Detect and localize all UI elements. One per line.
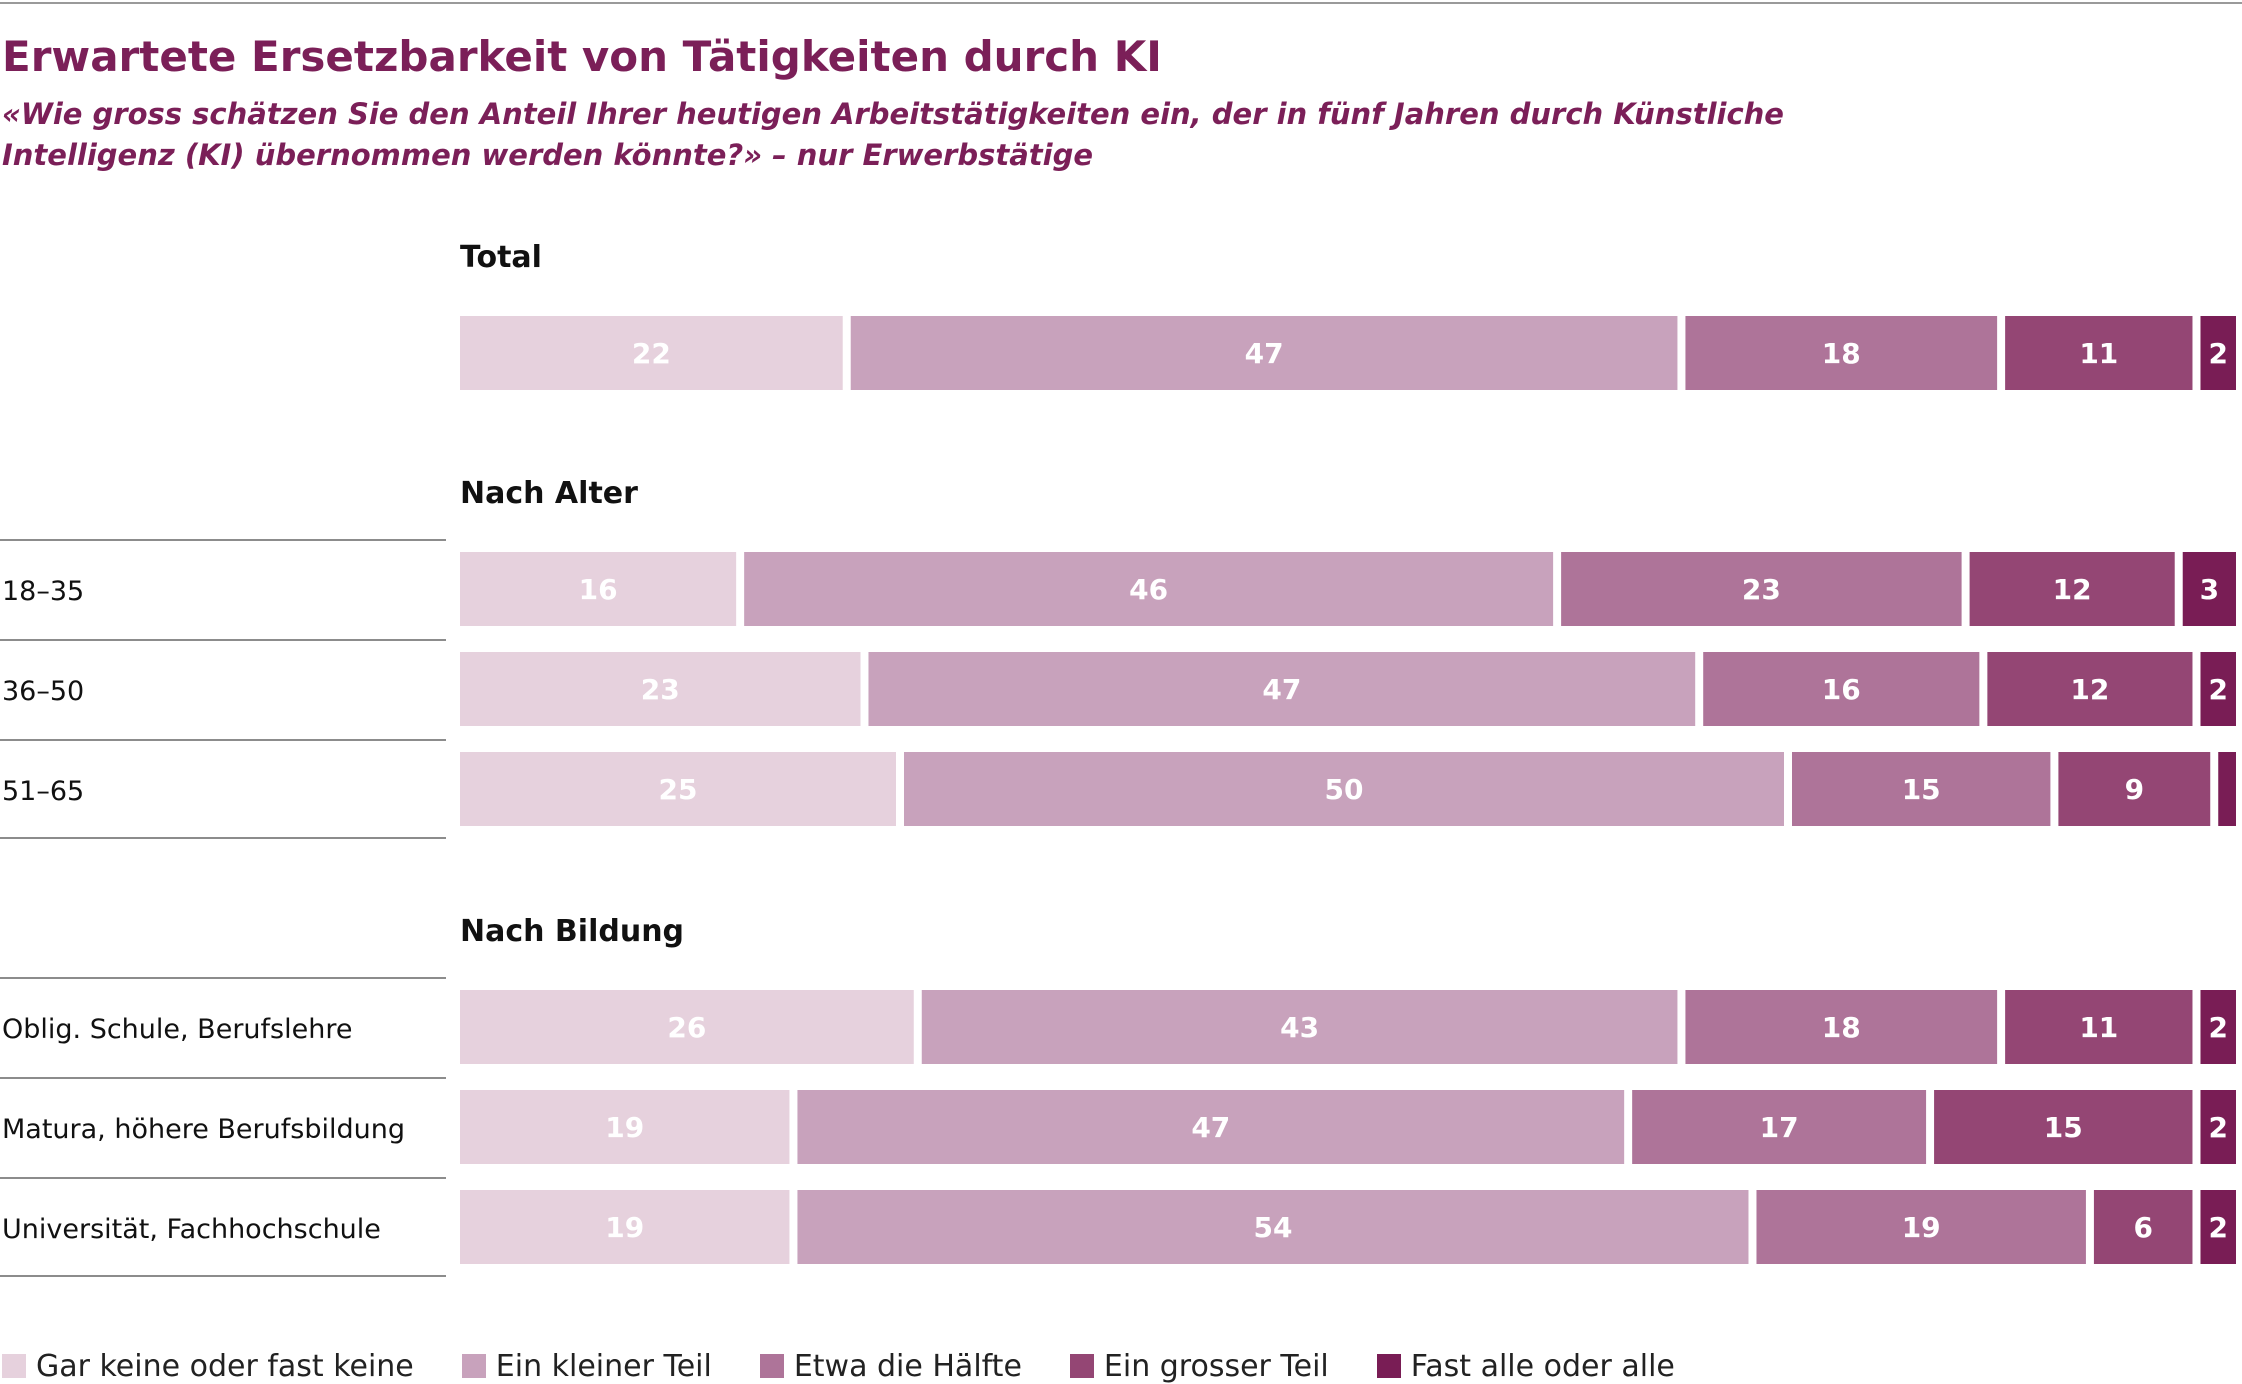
legend-item: Fast alle oder alle bbox=[1376, 1348, 1675, 1384]
data-label: 11 bbox=[2079, 337, 2118, 370]
bar-segment bbox=[2093, 1190, 2193, 1264]
data-label: 16 bbox=[579, 573, 618, 606]
group-heading: Total bbox=[460, 240, 542, 275]
bar-segment bbox=[2200, 316, 2236, 390]
bar-segment bbox=[921, 990, 1678, 1064]
data-label: 6 bbox=[2133, 1211, 2152, 1244]
data-label: 3 bbox=[2200, 573, 2219, 606]
row-label: 36–50 bbox=[2, 676, 84, 707]
data-label: 43 bbox=[1280, 1011, 1319, 1044]
row-label: Oblig. Schule, Berufslehre bbox=[2, 1014, 352, 1045]
chart-subtitle: «Wie gross schätzen Sie den Anteil Ihrer… bbox=[2, 97, 1784, 172]
bar-segment bbox=[1685, 990, 1998, 1064]
data-label: 22 bbox=[632, 337, 671, 370]
bar-segment bbox=[868, 652, 1696, 726]
data-label: 23 bbox=[641, 673, 680, 706]
bar-segment bbox=[460, 1090, 790, 1164]
legend-swatch bbox=[759, 1354, 784, 1378]
bar-segment bbox=[744, 552, 1554, 626]
bar-segment bbox=[2005, 990, 2193, 1064]
bar-segment bbox=[460, 752, 896, 826]
data-label: 16 bbox=[1822, 673, 1861, 706]
row-label: Universität, Fachhochschule bbox=[2, 1214, 381, 1245]
bar-segment bbox=[797, 1190, 1749, 1264]
data-label: 12 bbox=[2070, 673, 2109, 706]
bar-segment bbox=[1685, 316, 1998, 390]
legend-item: Etwa die Hälfte bbox=[759, 1348, 1022, 1384]
bar-segment bbox=[850, 316, 1678, 390]
data-label: 12 bbox=[2053, 573, 2092, 606]
bar-segment bbox=[1703, 652, 1980, 726]
data-label: 11 bbox=[2079, 1011, 2118, 1044]
data-label: 9 bbox=[2125, 773, 2144, 806]
bar-segment bbox=[1969, 552, 2175, 626]
bar-segment bbox=[2200, 1190, 2236, 1264]
bar-segment bbox=[1561, 552, 1962, 626]
bar-segment bbox=[2182, 552, 2236, 626]
chart-title: Erwartete Ersetzbarkeit von Tätigkeiten … bbox=[2, 32, 1162, 81]
data-label: 15 bbox=[2044, 1111, 2083, 1144]
legend-swatch bbox=[1069, 1354, 1094, 1378]
data-label: 25 bbox=[659, 773, 698, 806]
group-heading: Nach Bildung bbox=[460, 914, 684, 949]
data-label: 26 bbox=[667, 1011, 706, 1044]
bar-segment bbox=[2200, 1090, 2236, 1164]
data-label: 18 bbox=[1822, 1011, 1861, 1044]
data-label: 23 bbox=[1742, 573, 1781, 606]
legend-swatch bbox=[461, 1354, 486, 1378]
data-label: 19 bbox=[605, 1111, 644, 1144]
bar-segment bbox=[2058, 752, 2211, 826]
bar-segment bbox=[797, 1090, 1625, 1164]
legend-label: Ein kleiner Teil bbox=[495, 1348, 712, 1384]
data-label: 54 bbox=[1253, 1211, 1292, 1244]
legend-swatch bbox=[1376, 1354, 1401, 1378]
data-label: 15 bbox=[1902, 773, 1941, 806]
legend-label: Gar keine oder fast keine bbox=[36, 1348, 414, 1384]
bar-segment bbox=[1792, 752, 2051, 826]
row-label: 51–65 bbox=[2, 776, 84, 807]
legend-label: Ein grosser Teil bbox=[1103, 1348, 1329, 1384]
bar-segment bbox=[1934, 1090, 2193, 1164]
legend-item: Ein kleiner Teil bbox=[461, 1348, 712, 1384]
legend: Gar keine oder fast keine Ein kleiner Tei… bbox=[2, 1348, 1675, 1384]
legend-item: Gar keine oder fast keine bbox=[2, 1349, 414, 1384]
legend-item: Ein grosser Teil bbox=[1069, 1348, 1329, 1384]
legend-label: Fast alle oder alle bbox=[1410, 1348, 1675, 1384]
bar-segment bbox=[460, 1190, 790, 1264]
bar-segment bbox=[2005, 316, 2193, 390]
group-heading: Nach Alter bbox=[460, 476, 638, 511]
data-label: 47 bbox=[1245, 337, 1284, 370]
top-rule bbox=[0, 2, 2242, 4]
bar-segment bbox=[460, 316, 843, 390]
bar-segment bbox=[460, 990, 914, 1064]
bar-segment bbox=[460, 652, 861, 726]
bar-segment bbox=[904, 752, 1784, 826]
data-label: 18 bbox=[1822, 337, 1861, 370]
data-label: 2 bbox=[2208, 337, 2227, 370]
bar-segment bbox=[2218, 752, 2236, 826]
data-label: 50 bbox=[1325, 773, 1364, 806]
legend-label: Etwa die Hälfte bbox=[793, 1348, 1022, 1384]
row-label: Matura, höhere Berufsbildung bbox=[2, 1114, 405, 1145]
data-label: 2 bbox=[2208, 673, 2227, 706]
data-label: 2 bbox=[2208, 1111, 2227, 1144]
data-label: 17 bbox=[1760, 1111, 1799, 1144]
bar-segment bbox=[1987, 652, 2193, 726]
data-label: 47 bbox=[1262, 673, 1301, 706]
bar-segment bbox=[1756, 1190, 2086, 1264]
data-label: 46 bbox=[1129, 573, 1168, 606]
data-label: 2 bbox=[2208, 1011, 2227, 1044]
legend-swatch bbox=[2, 1354, 26, 1378]
bar-segment bbox=[1632, 1090, 1927, 1164]
bar-segment bbox=[460, 552, 737, 626]
row-label: 18–35 bbox=[2, 576, 84, 607]
bar-segment bbox=[2200, 990, 2236, 1064]
data-label: 2 bbox=[2208, 1211, 2227, 1244]
data-label: 47 bbox=[1191, 1111, 1230, 1144]
data-label: 19 bbox=[1902, 1211, 1941, 1244]
data-label: 19 bbox=[605, 1211, 644, 1244]
bar-segment bbox=[2200, 652, 2236, 726]
